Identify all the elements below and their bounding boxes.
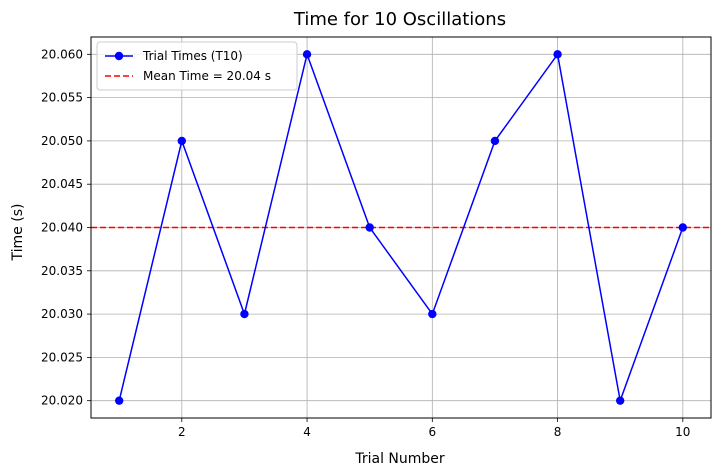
x-tick-label: 6 — [428, 425, 436, 439]
data-point — [428, 309, 437, 319]
x-tick-label: 10 — [675, 425, 690, 439]
y-tick-label: 20.020 — [41, 394, 83, 408]
series-layer — [114, 50, 688, 405]
legend-mean-label: Mean Time = 20.04 s — [143, 69, 271, 83]
y-axis-label: Time (s) — [10, 204, 26, 262]
y-tick-label: 20.035 — [41, 264, 83, 278]
x-tick-label: 2 — [178, 425, 186, 439]
legend-series-marker — [114, 51, 124, 61]
x-tick-label: 8 — [554, 425, 562, 439]
y-axis: 20.020 20.025 20.030 20.035 20.040 20.045 20.0… — [41, 47, 91, 408]
legend-box — [96, 41, 298, 91]
y-tick-label: 20.045 — [41, 177, 83, 191]
data-point — [177, 136, 187, 146]
y-tick-label: 20.050 — [41, 134, 83, 148]
data-point — [490, 136, 500, 146]
x-axis-label: Trial Number — [354, 451, 445, 467]
chart-title: Time for 10 Oscillations — [293, 9, 506, 30]
data-point — [240, 309, 249, 319]
y-tick-label: 20.055 — [41, 91, 83, 105]
data-point — [114, 396, 124, 405]
data-point — [365, 223, 374, 232]
legend-series-label: Trial Times (T10) — [142, 49, 243, 63]
data-point — [615, 396, 625, 405]
y-tick-label: 20.060 — [41, 47, 83, 61]
series-line — [118, 51, 684, 404]
legend: Trial Times (T10) Mean Time = 20.04 s — [96, 41, 298, 91]
x-tick-label: 4 — [303, 425, 311, 439]
x-axis: 2 4 6 8 10 — [178, 418, 690, 439]
y-tick-label: 20.040 — [41, 221, 83, 235]
data-point — [553, 50, 562, 59]
data-point — [302, 50, 312, 59]
y-tick-label: 20.025 — [41, 350, 83, 364]
y-tick-label: 20.030 — [41, 307, 83, 321]
data-point — [678, 223, 688, 232]
